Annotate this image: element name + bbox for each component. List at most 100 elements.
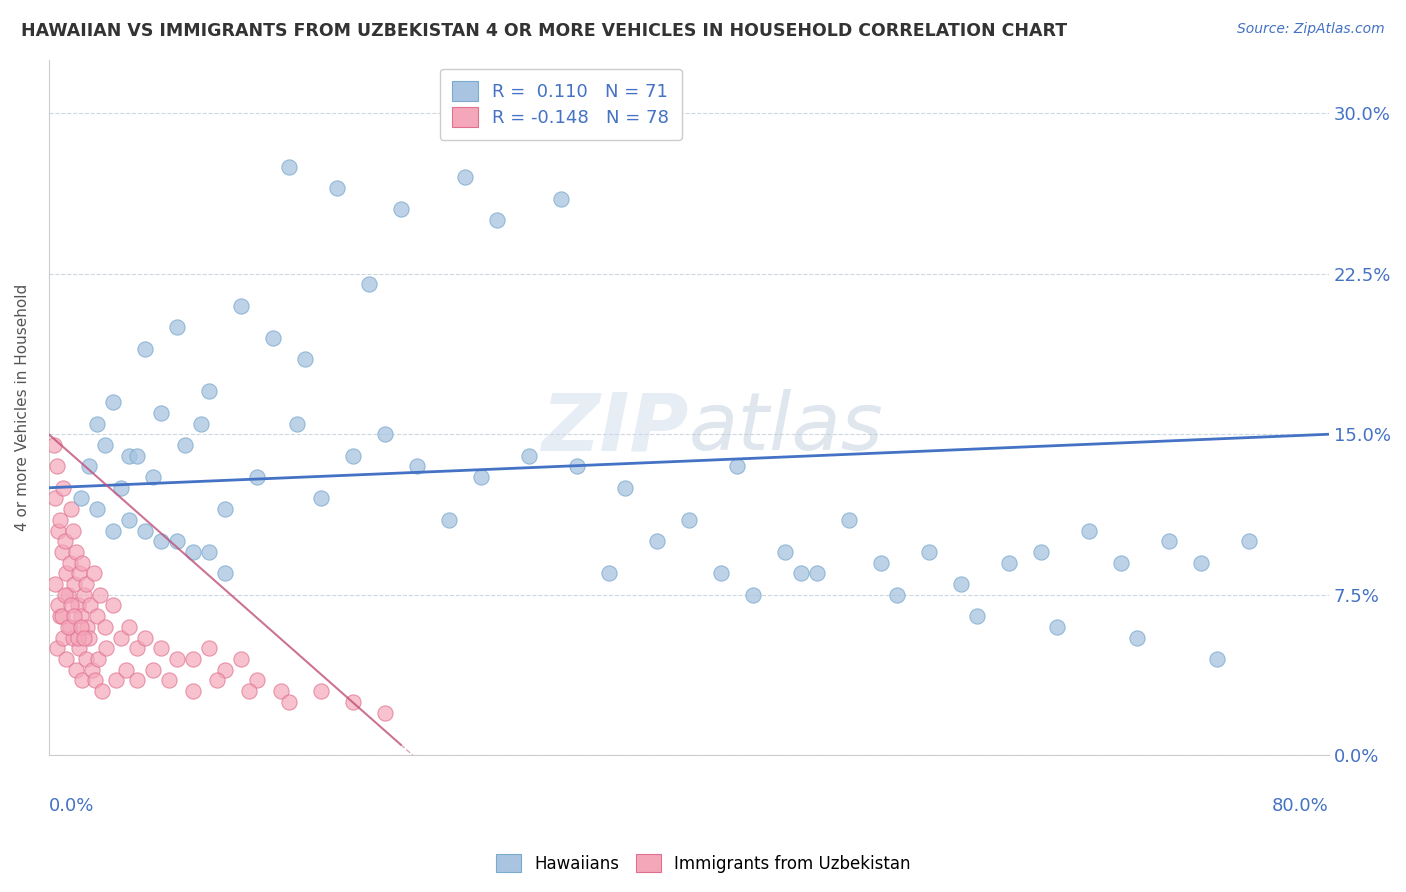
Point (389, 202, 412, 217)
Point (181, 545, 204, 559)
Point (309, 684, 332, 698)
Point (1237, 534, 1260, 549)
Point (48, 599, 70, 613)
Point (229, 299, 252, 313)
Legend: R =  0.110   N = 71, R = -0.148   N = 78: R = 0.110 N = 71, R = -0.148 N = 78 (440, 69, 682, 140)
Text: Source: ZipAtlas.com: Source: ZipAtlas.com (1237, 22, 1385, 37)
Point (77, 459, 100, 474)
Point (1109, 556, 1132, 570)
Point (134, 631, 156, 645)
Point (60, 599, 83, 613)
Point (565, 459, 588, 474)
Point (90, 684, 112, 698)
Point (80, 663, 103, 677)
Point (94, 438, 117, 452)
Point (166, 652, 188, 666)
Point (101, 599, 124, 613)
Point (157, 673, 180, 688)
Point (56, 620, 79, 634)
Point (134, 524, 156, 538)
Point (214, 663, 236, 677)
Point (45, 641, 67, 656)
Point (270, 684, 292, 698)
Point (326, 181, 349, 195)
Point (1046, 620, 1069, 634)
Point (790, 566, 813, 581)
Point (886, 588, 908, 602)
Point (205, 673, 228, 688)
Point (104, 673, 127, 688)
Point (66, 631, 89, 645)
Point (48, 524, 70, 538)
Point (1029, 545, 1052, 559)
Point (58, 556, 80, 570)
Point (190, 417, 212, 431)
Point (69, 609, 91, 624)
Point (374, 706, 396, 720)
Point (125, 673, 148, 688)
Point (181, 684, 204, 698)
Text: ZIP: ZIP (541, 389, 689, 467)
Point (166, 534, 188, 549)
Point (58, 620, 80, 634)
Point (87, 652, 110, 666)
Point (246, 673, 269, 688)
Point (142, 663, 165, 677)
Point (966, 609, 988, 624)
Point (44, 491, 66, 506)
Point (56, 588, 79, 602)
Point (550, 192, 572, 206)
Point (485, 213, 508, 227)
Point (75, 652, 97, 666)
Point (53, 534, 76, 549)
Point (949, 577, 972, 591)
Point (86, 609, 108, 624)
Point (67, 566, 90, 581)
Point (72, 673, 94, 688)
Point (63, 609, 86, 624)
Text: 80.0%: 80.0% (1272, 797, 1329, 815)
Point (678, 513, 700, 527)
Point (67, 641, 90, 656)
Point (89, 588, 111, 602)
Point (613, 481, 636, 495)
Point (309, 491, 332, 506)
Point (86, 502, 108, 516)
Text: HAWAIIAN VS IMMIGRANTS FROM UZBEKISTAN 4 OR MORE VEHICLES IN HOUSEHOLD CORRELATI: HAWAIIAN VS IMMIGRANTS FROM UZBEKISTAN 4… (21, 22, 1067, 40)
Point (79, 599, 101, 613)
Point (285, 417, 308, 431)
Point (277, 160, 299, 174)
Point (69, 491, 91, 506)
Point (52, 631, 75, 645)
Point (149, 641, 172, 656)
Point (62, 524, 84, 538)
Point (60, 502, 83, 516)
Point (142, 470, 165, 484)
Point (96, 641, 118, 656)
Point (149, 534, 172, 549)
Point (55, 566, 77, 581)
Point (262, 331, 284, 345)
Point (1157, 534, 1180, 549)
Point (118, 620, 141, 634)
Point (598, 566, 620, 581)
Point (342, 449, 364, 463)
Point (214, 502, 236, 516)
Point (277, 695, 299, 709)
Point (63, 577, 86, 591)
Point (181, 652, 204, 666)
Point (773, 545, 796, 559)
Point (197, 641, 219, 656)
Point (72, 556, 94, 570)
Point (94, 620, 117, 634)
Point (45, 459, 67, 474)
Point (53, 588, 76, 602)
Point (197, 384, 219, 399)
Point (470, 470, 492, 484)
Point (76, 620, 98, 634)
Point (214, 566, 236, 581)
Point (86, 417, 108, 431)
Text: 0.0%: 0.0% (49, 797, 94, 815)
Point (49, 609, 72, 624)
Point (73, 631, 96, 645)
